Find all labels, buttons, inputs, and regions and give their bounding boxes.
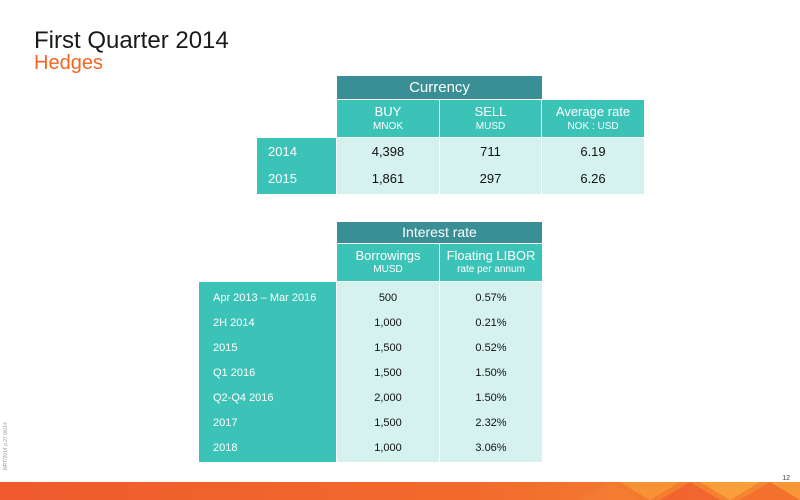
- col-label: Borrowings: [355, 248, 421, 263]
- table-cell: 2,000: [374, 392, 402, 404]
- row-label: 2015: [268, 171, 297, 186]
- table-cell: 500: [378, 292, 398, 304]
- currency-col-buy: BUY MNOK: [337, 100, 439, 137]
- page-subtitle: Hedges: [34, 52, 103, 74]
- row-label: 2017: [213, 417, 238, 429]
- currency-rate-values: 6.19 6.26: [542, 138, 644, 194]
- footer-pattern-icon: [580, 482, 800, 500]
- table-cell: 1,000: [374, 442, 402, 454]
- table-cell: 0.57%: [475, 292, 507, 304]
- col-label: SELL: [474, 104, 507, 119]
- footer-band: [0, 482, 800, 500]
- interest-rate-values: 0.57% 0.21% 0.52% 1.50% 1.50% 2.32% 3.06…: [440, 282, 542, 462]
- row-label: 2014: [268, 144, 297, 159]
- table-cell: 6.26: [580, 171, 606, 186]
- col-unit: rate per annum: [457, 264, 525, 275]
- currency-header: Currency: [337, 76, 542, 99]
- col-unit: NOK : USD: [567, 121, 619, 132]
- currency-col-rate: Average rate NOK : USD: [542, 100, 644, 137]
- col-unit: MUSD: [373, 264, 403, 275]
- table-cell: 0.52%: [475, 342, 507, 354]
- currency-col-sell: SELL MUSD: [440, 100, 541, 137]
- col-unit: MNOK: [373, 121, 403, 132]
- interest-row-labels: Apr 2013 – Mar 2016 2H 2014 2015 Q1 2016…: [199, 282, 336, 462]
- col-label: BUY: [374, 104, 402, 119]
- row-label: Apr 2013 – Mar 2016: [213, 292, 317, 304]
- interest-col-libor: Floating LIBOR rate per annum: [440, 244, 542, 281]
- table-cell: 3.06%: [475, 442, 507, 454]
- interest-col-borrowings: Borrowings MUSD: [337, 244, 439, 281]
- currency-sell-values: 711 297: [440, 138, 541, 194]
- interest-borrowings-values: 500 1,000 1,500 1,500 2,000 1,500 1,000: [337, 282, 439, 462]
- document-code: NRT/2014 p.27 06/14: [3, 422, 9, 470]
- table-cell: 1.50%: [475, 392, 507, 404]
- table-cell: 2.32%: [475, 417, 507, 429]
- col-label: Average rate: [555, 104, 631, 119]
- table-cell: 1,000: [374, 317, 402, 329]
- table-cell: 297: [479, 171, 502, 186]
- table-cell: 6.19: [580, 144, 606, 159]
- table-cell: 0.21%: [475, 317, 507, 329]
- table-cell: 1,500: [374, 367, 402, 379]
- row-label: Q1 2016: [213, 367, 256, 379]
- currency-row-labels: 2014 2015: [257, 138, 336, 194]
- row-label: 2018: [213, 442, 238, 454]
- currency-buy-values: 4,398 1,861: [337, 138, 439, 194]
- row-label: Q2-Q4 2016: [213, 392, 274, 404]
- table-cell: 711: [480, 144, 501, 159]
- table-cell: 1,500: [374, 342, 402, 354]
- page-title: First Quarter 2014: [34, 27, 229, 54]
- table-cell: 1.50%: [475, 367, 507, 379]
- table-cell: 1,861: [371, 171, 405, 186]
- row-label: 2015: [213, 342, 238, 354]
- table-cell: 1,500: [374, 417, 402, 429]
- col-unit: MUSD: [475, 121, 506, 132]
- table-cell: 4,398: [371, 144, 405, 159]
- interest-header: Interest rate: [337, 222, 542, 243]
- col-label: Floating LIBOR: [446, 248, 536, 263]
- page-number: 12: [782, 475, 790, 482]
- row-label: 2H 2014: [213, 317, 255, 329]
